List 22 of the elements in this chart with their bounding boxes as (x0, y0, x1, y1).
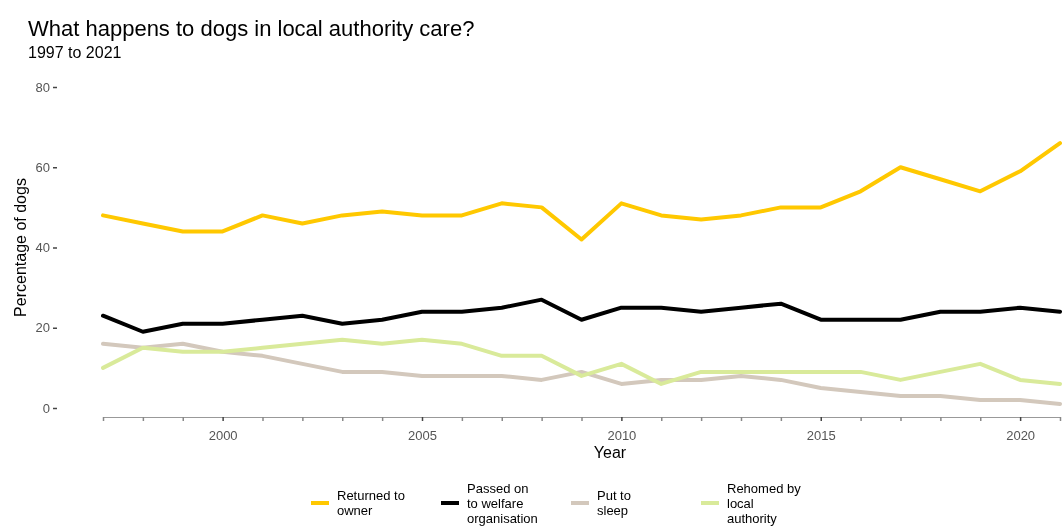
line-series (101, 141, 1062, 242)
x-tick-label: 2005 (408, 428, 437, 444)
y-axis-title: Percentage of dogs (12, 178, 29, 317)
y-tick-label: 20 (35, 320, 50, 336)
chart-title: What happens to dogs in local authority care? (28, 16, 475, 41)
y-tick-label: 60 (35, 159, 50, 175)
legend-label: Rehomed by local authority (727, 480, 802, 526)
x-tick-label: 2015 (806, 428, 836, 444)
y-tick-label: 40 (35, 240, 50, 256)
x-axis-title: Year (593, 444, 627, 461)
line-series (101, 341, 1062, 406)
y-tick-label: 0 (42, 400, 50, 416)
x-tick-label: 2020 (1006, 428, 1036, 444)
line-series (101, 337, 1062, 386)
x-tick-label: 2000 (208, 428, 238, 444)
line-series (101, 297, 1062, 334)
legend-label: Passed on to welfare organisation (467, 480, 538, 526)
y-tick-label: 80 (35, 79, 50, 95)
legend-label: Returned to owner (337, 488, 405, 519)
legend-label: Put to sleep (597, 488, 631, 519)
chart-subtitle: 1997 to 2021 (28, 44, 122, 61)
x-tick-label: 2010 (607, 428, 637, 444)
